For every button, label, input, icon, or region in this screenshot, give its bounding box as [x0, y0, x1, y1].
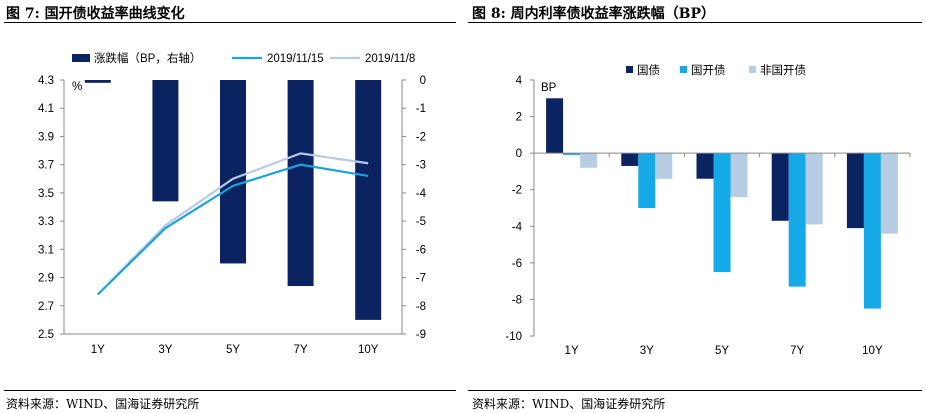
bar-guozhai — [846, 153, 864, 229]
left-source-rule — [4, 390, 456, 391]
right-tick-label: -4 — [416, 188, 427, 200]
y-tick-label: -10 — [505, 331, 522, 343]
legend-label: 涨跌幅（BP，右轴） — [94, 51, 201, 65]
unit-label: BP — [541, 82, 557, 94]
bar-feiguokaizhai — [655, 153, 673, 179]
y-tick-label: -4 — [512, 221, 523, 233]
right-tick-label: -8 — [416, 301, 426, 313]
left-tick-label: 3.9 — [38, 131, 54, 143]
bar-guokaizhai — [563, 153, 581, 155]
change-bar — [152, 80, 179, 202]
bar-guokaizhai — [713, 153, 731, 272]
bar-guozhai — [696, 153, 714, 179]
legend-swatch — [680, 66, 687, 73]
left-tick-label: 3.5 — [38, 188, 54, 200]
x-tick-label: 7Y — [790, 345, 804, 357]
left-tick-label: 3.3 — [38, 216, 54, 228]
left-tick-label: 3.7 — [38, 160, 54, 172]
x-tick-label: 10Y — [862, 345, 883, 357]
left-tick-label: 2.7 — [38, 301, 54, 313]
bar-guokaizhai — [863, 153, 881, 309]
bar-feiguokaizhai — [880, 153, 898, 234]
left-tick-label: 3.1 — [38, 244, 54, 256]
change-bar — [220, 80, 246, 264]
x-tick-label: 10Y — [358, 344, 379, 356]
right-tick-label: -9 — [416, 329, 426, 341]
x-tick-label: 5Y — [226, 344, 240, 356]
y-tick-label: -8 — [512, 294, 522, 306]
left-tick-label: 4.1 — [38, 103, 54, 115]
series-line-1115 — [97, 163, 369, 296]
legend-label: 国开债 — [691, 63, 726, 77]
left-tick-label: 2.9 — [38, 273, 54, 285]
bar-guozhai — [546, 98, 564, 154]
bar-guokaizhai — [788, 153, 806, 287]
right-tick-label: -7 — [416, 273, 426, 285]
legend-label: 非国开债 — [760, 63, 806, 77]
x-tick-label: 3Y — [640, 345, 654, 357]
bar-guokaizhai — [638, 153, 656, 208]
legend-label: 国债 — [637, 63, 660, 77]
bar-guozhai — [621, 153, 639, 166]
right-tick-label: 0 — [420, 75, 426, 87]
left-title-rule — [4, 22, 456, 23]
x-tick-label: 7Y — [294, 344, 308, 356]
bar-guozhai — [771, 153, 789, 221]
left-figure-title: 图 7: 国开债收益率曲线变化 — [6, 6, 185, 22]
legend-label: 2019/11/8 — [365, 53, 415, 65]
bar-feiguokaizhai — [580, 153, 598, 168]
right-title-rule — [468, 22, 922, 23]
left-tick-label: 4.3 — [38, 75, 54, 87]
change-bar — [355, 80, 382, 320]
series-line-1108 — [97, 152, 369, 296]
bar-feiguokaizhai — [730, 153, 748, 198]
right-source-note: 资料来源：WIND、国海证券研究所 — [472, 397, 666, 411]
change-bar — [287, 80, 314, 287]
right-tick-label: -5 — [416, 216, 426, 228]
bar-feiguokaizhai — [805, 153, 823, 225]
x-tick-label: 1Y — [565, 345, 579, 357]
left-axis-unit: % — [72, 81, 82, 93]
y-tick-label: -2 — [512, 185, 522, 197]
x-tick-label: 3Y — [158, 344, 172, 356]
y-tick-label: 2 — [516, 112, 522, 124]
y-tick-label: -6 — [512, 258, 522, 270]
y-tick-label: 0 — [516, 148, 522, 160]
y-tick-label: 4 — [516, 75, 523, 87]
right-tick-label: -1 — [416, 103, 426, 115]
legend-label: 2019/11/15 — [267, 53, 324, 65]
left-source-note: 资料来源：WIND、国海证券研究所 — [6, 397, 200, 411]
legend-swatch — [749, 66, 756, 73]
right-tick-label: -2 — [416, 131, 426, 143]
legend-swatch — [626, 66, 633, 73]
change-bar — [84, 80, 111, 83]
left-tick-label: 2.5 — [38, 329, 54, 341]
right-tick-label: -3 — [416, 160, 426, 172]
right-tick-label: -6 — [416, 244, 426, 256]
x-tick-label: 1Y — [91, 344, 105, 356]
legend-swatch-bar — [72, 54, 90, 62]
right-source-rule — [468, 390, 922, 391]
x-tick-label: 5Y — [715, 345, 729, 357]
right-figure-title: 图 8: 周内利率债收益率涨跌幅（BP） — [472, 6, 716, 22]
